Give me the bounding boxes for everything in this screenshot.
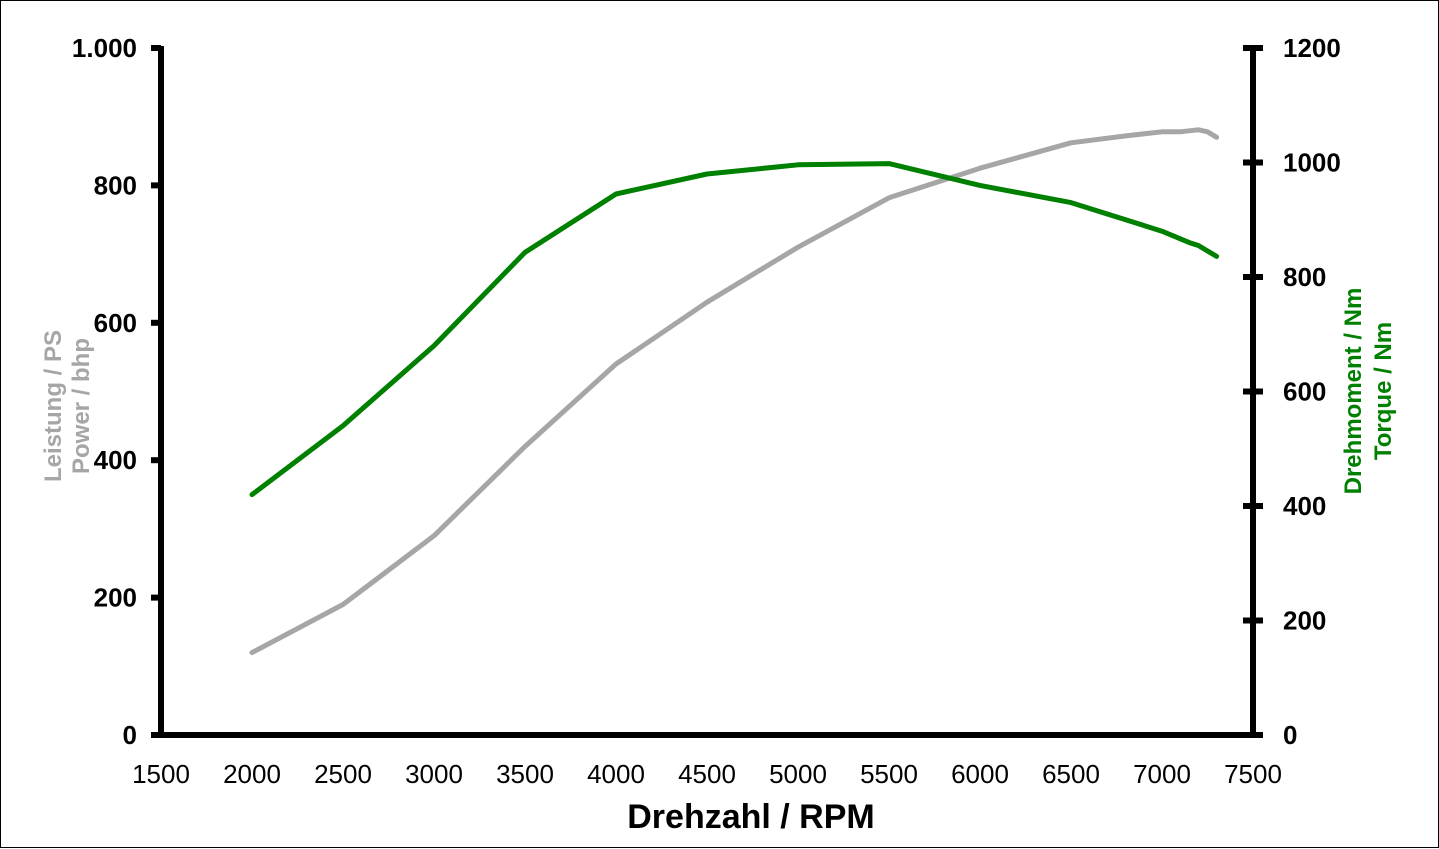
y-left-tick-label: 600	[94, 308, 137, 338]
y-right-tick-label: 600	[1283, 377, 1326, 407]
series-layer	[249, 127, 1220, 656]
y-right-tick-label: 1000	[1283, 148, 1341, 178]
x-tick-label: 3500	[496, 759, 554, 789]
axes	[151, 45, 1263, 738]
y-axis-right-title: Drehmoment / Nm	[1340, 288, 1367, 495]
x-tick-label: 3000	[405, 759, 463, 789]
x-tick-label: 4500	[678, 759, 736, 789]
power-series-line	[249, 127, 1220, 656]
y-left-tick-label: 400	[94, 445, 137, 475]
y-right-tick-label: 200	[1283, 606, 1326, 636]
x-tick-label: 1500	[132, 759, 190, 789]
x-tick-label: 5500	[860, 759, 918, 789]
x-tick-label: 4000	[587, 759, 645, 789]
y-left-tick-label: 1.000	[72, 33, 137, 63]
y-left-tick-label: 800	[94, 170, 137, 200]
y-right-tick-label: 400	[1283, 491, 1326, 521]
torque-series-line	[249, 161, 1220, 498]
y-axis-right-title: Torque / Nm	[1370, 322, 1397, 460]
y-left-tick-label: 200	[94, 583, 137, 613]
labels: 0 200 400 600 800 1.000 0 200 400 600 800 1000 1200 1…	[40, 33, 1397, 836]
x-tick-label: 2500	[314, 759, 372, 789]
x-tick-label: 6500	[1042, 759, 1100, 789]
y-axis-left-title: Power / bhp	[68, 338, 95, 474]
x-axis-title: Drehzahl / RPM	[627, 798, 874, 836]
x-tick-label: 7000	[1133, 759, 1191, 789]
y-axis-left-title: Leistung / PS	[40, 330, 67, 482]
y-left-tick-label: 0	[123, 720, 137, 750]
y-right-tick-label: 800	[1283, 262, 1326, 292]
x-tick-label: 5000	[769, 759, 827, 789]
y-right-tick-label: 1200	[1283, 33, 1341, 63]
x-tick-label: 6000	[951, 759, 1009, 789]
x-tick-label: 2000	[223, 759, 281, 789]
y-right-tick-label: 0	[1283, 720, 1297, 750]
x-tick-label: 7500	[1224, 759, 1282, 789]
